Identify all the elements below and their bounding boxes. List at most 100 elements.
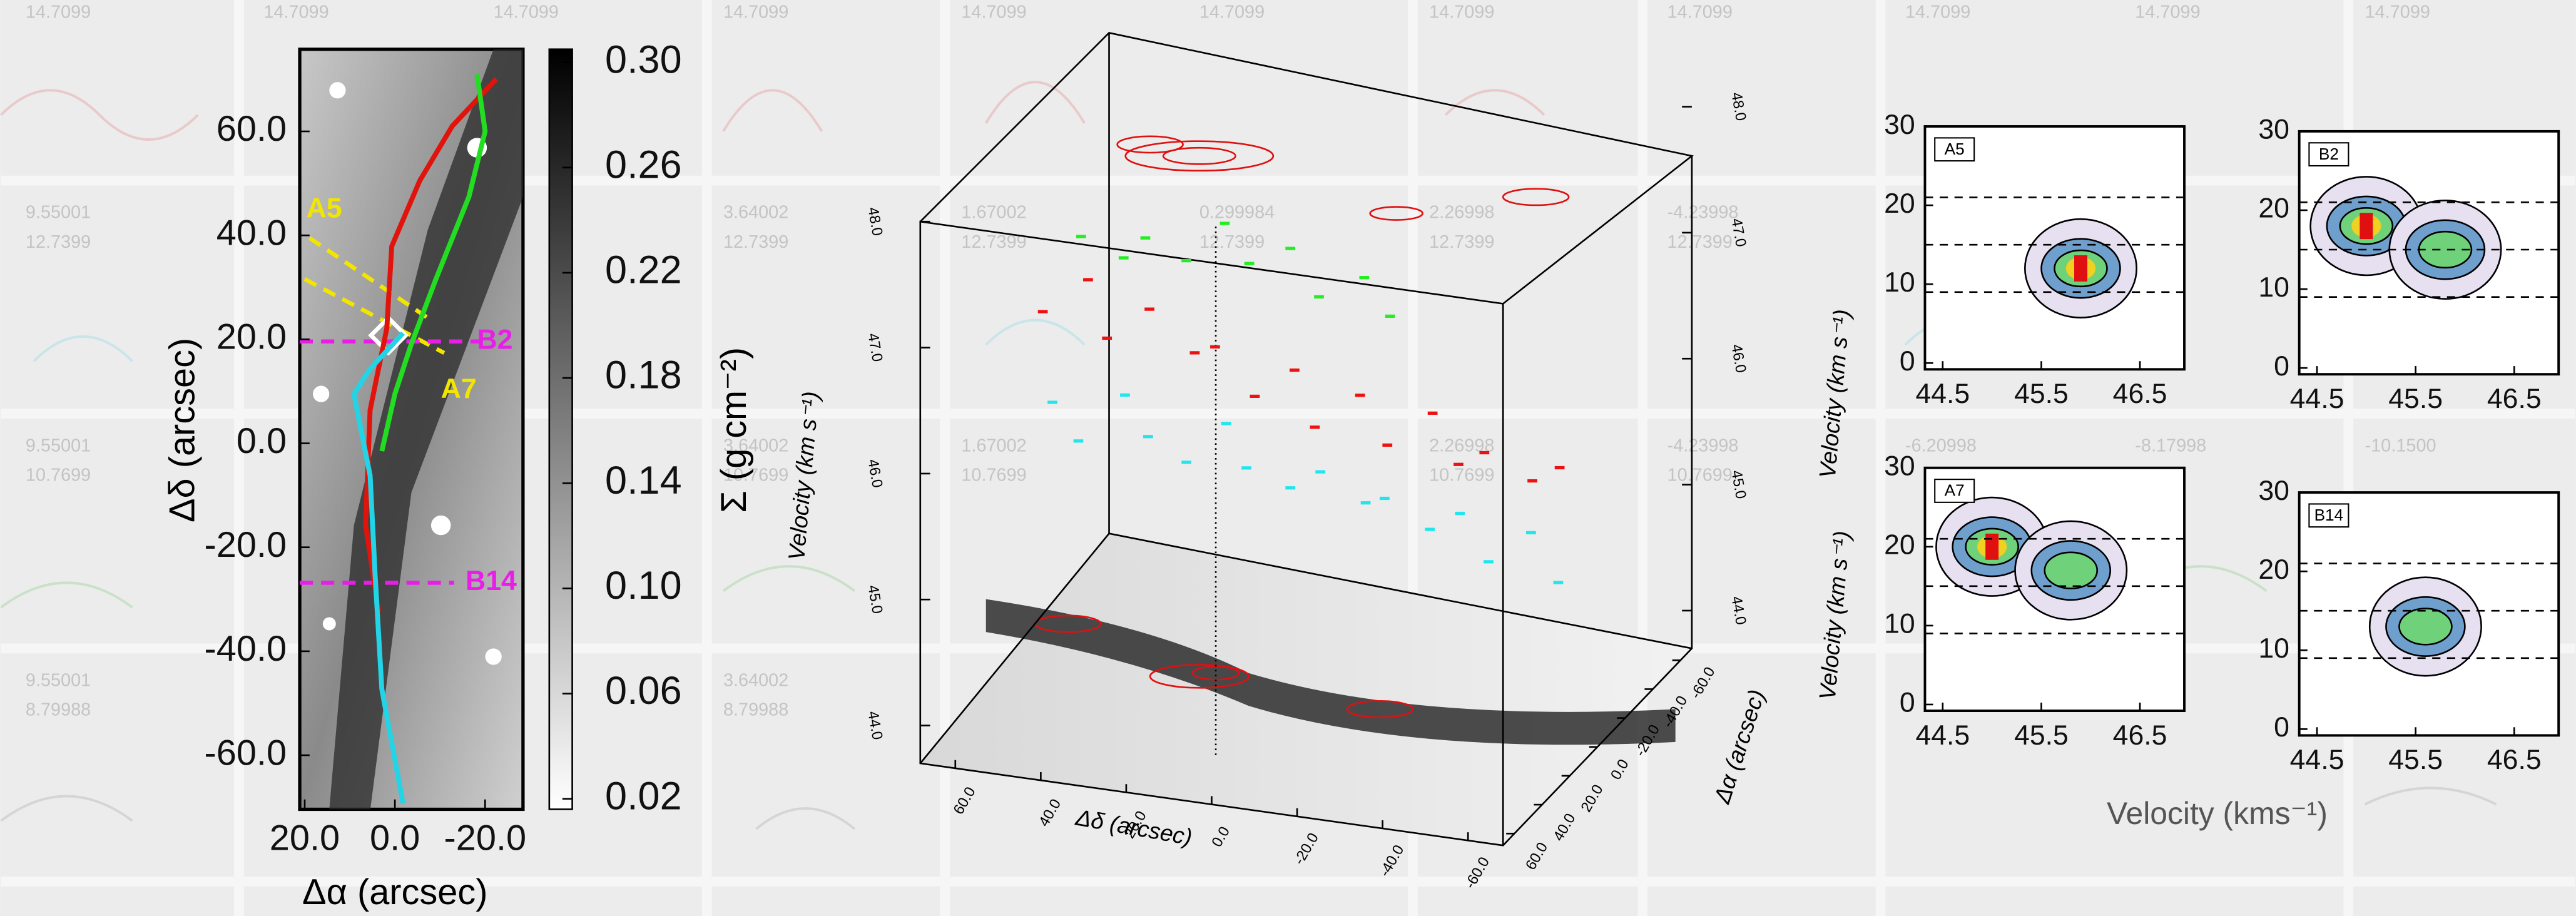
y-tick-label: 30 xyxy=(1884,451,1915,482)
y-tick-label: 40.0 xyxy=(216,213,287,253)
background-label: 14.7099 xyxy=(494,3,559,23)
y-tick-label: 20 xyxy=(1884,188,1915,219)
x-tick-label: 45.5 xyxy=(2388,384,2443,414)
y-tick-label: 30 xyxy=(2258,114,2289,145)
contour-green xyxy=(2045,552,2097,589)
background-label: 14.7099 xyxy=(1429,3,1494,23)
background-label: 10.7699 xyxy=(961,465,1026,485)
background-label: 9.55001 xyxy=(26,203,91,223)
background-label: 12.7399 xyxy=(723,232,788,252)
background-label: 14.7099 xyxy=(961,3,1026,23)
peak xyxy=(1985,534,1998,560)
x-tick-label: 45.5 xyxy=(2014,720,2069,751)
y-tick-label: 10 xyxy=(1884,267,1915,298)
x-tick-label: 20.0 xyxy=(270,818,340,858)
x-tick-label: 46.5 xyxy=(2113,720,2167,751)
background-label: 14.7099 xyxy=(723,3,788,23)
colorbar-tick-label: 0.06 xyxy=(605,669,682,713)
pv-title: B2 xyxy=(2319,145,2339,163)
colorbar-tick-label: 0.22 xyxy=(605,248,682,292)
y-tick-label: 60.0 xyxy=(216,109,287,149)
x-tick-label: 0.0 xyxy=(370,818,420,858)
y-tick-label: 0 xyxy=(1900,688,1915,718)
background-label: 3.64002 xyxy=(723,203,788,223)
pv-image xyxy=(2025,219,2136,317)
pv-title: A5 xyxy=(1945,140,1965,158)
y-tick-label: -60.0 xyxy=(205,733,287,773)
x-axis-label: Δα (arcsec) xyxy=(302,872,487,912)
y-tick-label: -20.0 xyxy=(205,525,287,565)
background-label: 14.7099 xyxy=(1199,3,1265,23)
page: {"background": {"rows": [ [["14.7099"],[… xyxy=(0,0,2576,916)
x-tick-label: 45.5 xyxy=(2388,745,2443,775)
x-tick-label: 46.5 xyxy=(2487,745,2542,775)
colorbar-tick-label: 0.02 xyxy=(605,774,682,818)
background-label: -10.1500 xyxy=(2365,435,2436,455)
background-label: 14.7099 xyxy=(263,3,328,23)
background-label: -6.20998 xyxy=(1905,435,1977,455)
colorbar-tick-label: 0.18 xyxy=(605,354,682,397)
x-tick-label: 44.5 xyxy=(1915,379,1970,409)
pv-title: A7 xyxy=(1945,481,1965,500)
y-tick-label: 0.0 xyxy=(237,421,287,461)
annotation: A7 xyxy=(441,374,477,404)
figure: 14.7099 14.7099 14.7099 14.7099 14.7099 14.70… xyxy=(0,0,2576,916)
background-label: 1.67002 xyxy=(961,435,1026,455)
y-tick-label: 0 xyxy=(2274,712,2289,743)
y-tick-label: 30 xyxy=(2258,476,2289,506)
y-tick-label: 10 xyxy=(2258,633,2289,664)
background-label: -4.23998 xyxy=(1667,435,1739,455)
x-tick-label: 44.5 xyxy=(2290,384,2344,414)
background-label: 9.55001 xyxy=(26,670,91,690)
peak xyxy=(2360,213,2373,239)
annotation: B2 xyxy=(477,325,512,355)
y-tick-label: 10 xyxy=(2258,272,2289,303)
y-tick-label: 20 xyxy=(2258,554,2289,585)
peak xyxy=(2074,255,2087,282)
x-tick-label: 46.5 xyxy=(2113,379,2167,409)
background-label: 8.79988 xyxy=(723,700,788,720)
colorbar-label: Σ (g cm⁻²) xyxy=(714,347,754,513)
background-label: 3.64002 xyxy=(723,670,788,690)
background-label: 14.7099 xyxy=(1905,3,1970,23)
pv-image xyxy=(2370,578,2481,676)
y-tick-label: 10 xyxy=(1884,609,1915,639)
background-label: 12.7399 xyxy=(1429,232,1494,252)
background-label: 12.7399 xyxy=(1199,232,1265,252)
background-label: 12.7399 xyxy=(1667,232,1733,252)
y-tick-label: 30 xyxy=(1884,109,1915,140)
background-label: 10.7699 xyxy=(1667,465,1733,485)
colorbar-tick-label: 0.14 xyxy=(605,459,682,502)
background-label: 14.7099 xyxy=(2365,3,2430,23)
colorbar xyxy=(549,49,573,810)
y-tick-label: 0 xyxy=(1900,346,1915,377)
x-tick-label: 44.5 xyxy=(2290,745,2344,775)
x-axis-label: Velocity (kms⁻¹) xyxy=(2107,796,2328,831)
annotation: A5 xyxy=(307,193,342,224)
y-tick-label: 20 xyxy=(1884,530,1915,561)
background-label: 0.299984 xyxy=(1199,203,1275,223)
x-tick-label: -20.0 xyxy=(444,818,527,858)
pv-title: B14 xyxy=(2314,506,2344,524)
x-tick-label: 44.5 xyxy=(1915,720,1970,751)
y-tick-label: -40.0 xyxy=(205,629,287,669)
background-label: 1.67002 xyxy=(961,203,1026,223)
contour-green xyxy=(2399,609,2451,645)
x-tick-label: 46.5 xyxy=(2487,384,2542,414)
y-tick-label: 0 xyxy=(2274,351,2289,382)
y-tick-label: 20 xyxy=(2258,193,2289,224)
background-label: 10.7699 xyxy=(1429,465,1494,485)
y-tick-label: 20.0 xyxy=(216,317,287,357)
annotation: B14 xyxy=(466,566,517,596)
background-label: 14.7099 xyxy=(1667,3,1733,23)
background-label: 12.7399 xyxy=(26,232,91,252)
background-label: 14.7099 xyxy=(26,3,91,23)
x-tick-label: 45.5 xyxy=(2014,379,2069,409)
background-label: 14.7099 xyxy=(2135,3,2200,23)
background-label: 9.55001 xyxy=(26,435,91,455)
background-label: -8.17998 xyxy=(2135,435,2206,455)
colorbar-tick-label: 0.26 xyxy=(605,143,682,186)
background-label: 2.26998 xyxy=(1429,203,1494,223)
background-label: 8.79988 xyxy=(26,700,91,720)
colorbar-tick-label: 0.10 xyxy=(605,564,682,608)
